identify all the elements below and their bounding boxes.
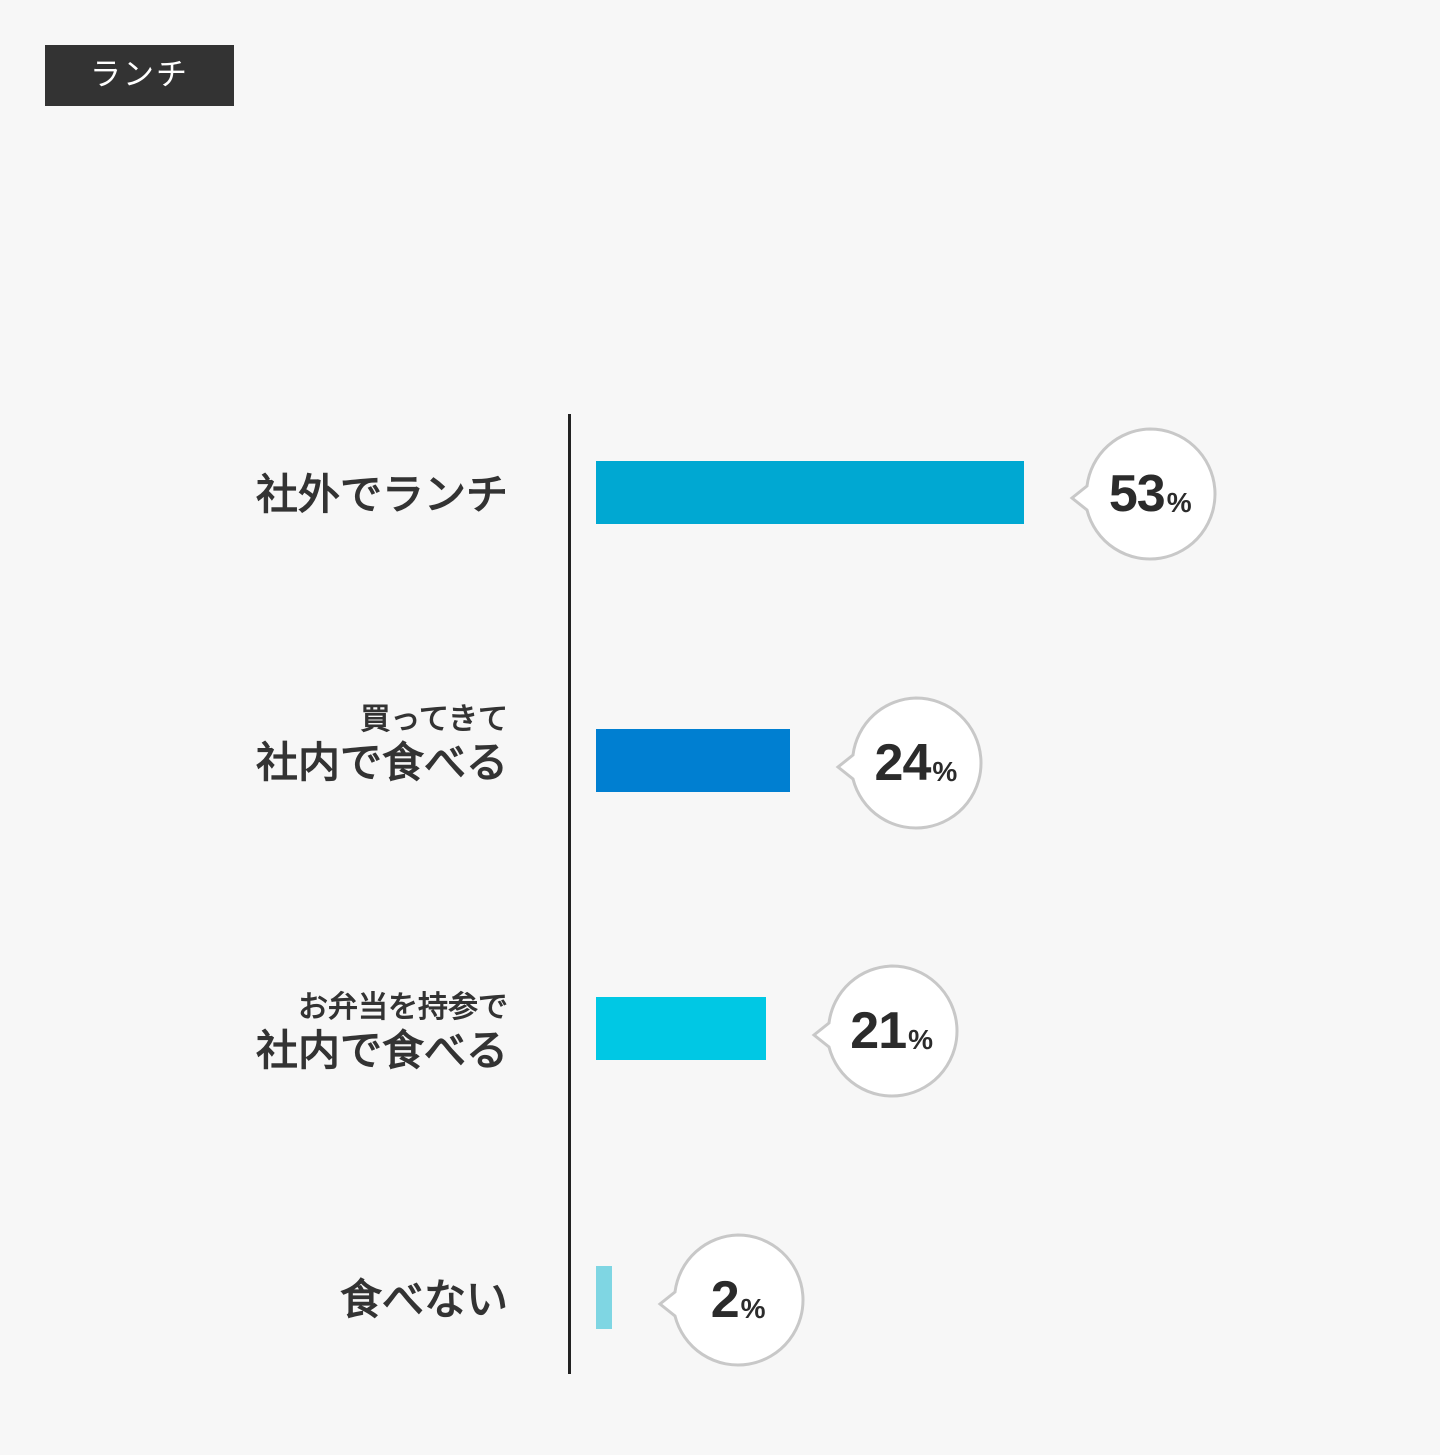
category-main-label: 食べない <box>339 1275 508 1324</box>
category-sub-label: 買ってきて <box>360 702 508 737</box>
category-label: 買ってきて 社内で食べる <box>256 702 508 788</box>
category-label: 社外でランチ <box>256 470 508 520</box>
data-label: 21 <box>850 1002 907 1060</box>
category-label: 食べない <box>340 1275 508 1325</box>
unit-label: % <box>908 1024 934 1055</box>
section-tag: ランチ <box>45 45 234 106</box>
value-bubble: 24% <box>835 696 983 830</box>
category-label: お弁当を持参で 社内で食べる <box>256 990 508 1076</box>
data-label: 53 <box>1108 465 1166 523</box>
value-bubble: 2% <box>657 1233 805 1367</box>
chart-axis-line <box>568 414 571 1374</box>
value-bubble: 21% <box>811 964 959 1098</box>
data-label: 2 <box>710 1271 740 1329</box>
value-bubble: 53% <box>1069 427 1217 561</box>
bar-mark <box>596 729 790 792</box>
unit-label: % <box>932 756 958 787</box>
unit-label: % <box>740 1293 766 1324</box>
data-label: 24 <box>874 734 932 792</box>
unit-label: % <box>1166 487 1192 518</box>
category-main-label: 社外でランチ <box>255 470 508 519</box>
category-main-label: 社内で食べる <box>255 1026 508 1075</box>
bar-mark <box>596 997 766 1060</box>
category-sub-label: お弁当を持参で <box>298 990 508 1025</box>
bar-mark <box>596 461 1025 524</box>
bar-mark <box>596 1266 613 1329</box>
category-main-label: 社内で食べる <box>255 738 508 787</box>
